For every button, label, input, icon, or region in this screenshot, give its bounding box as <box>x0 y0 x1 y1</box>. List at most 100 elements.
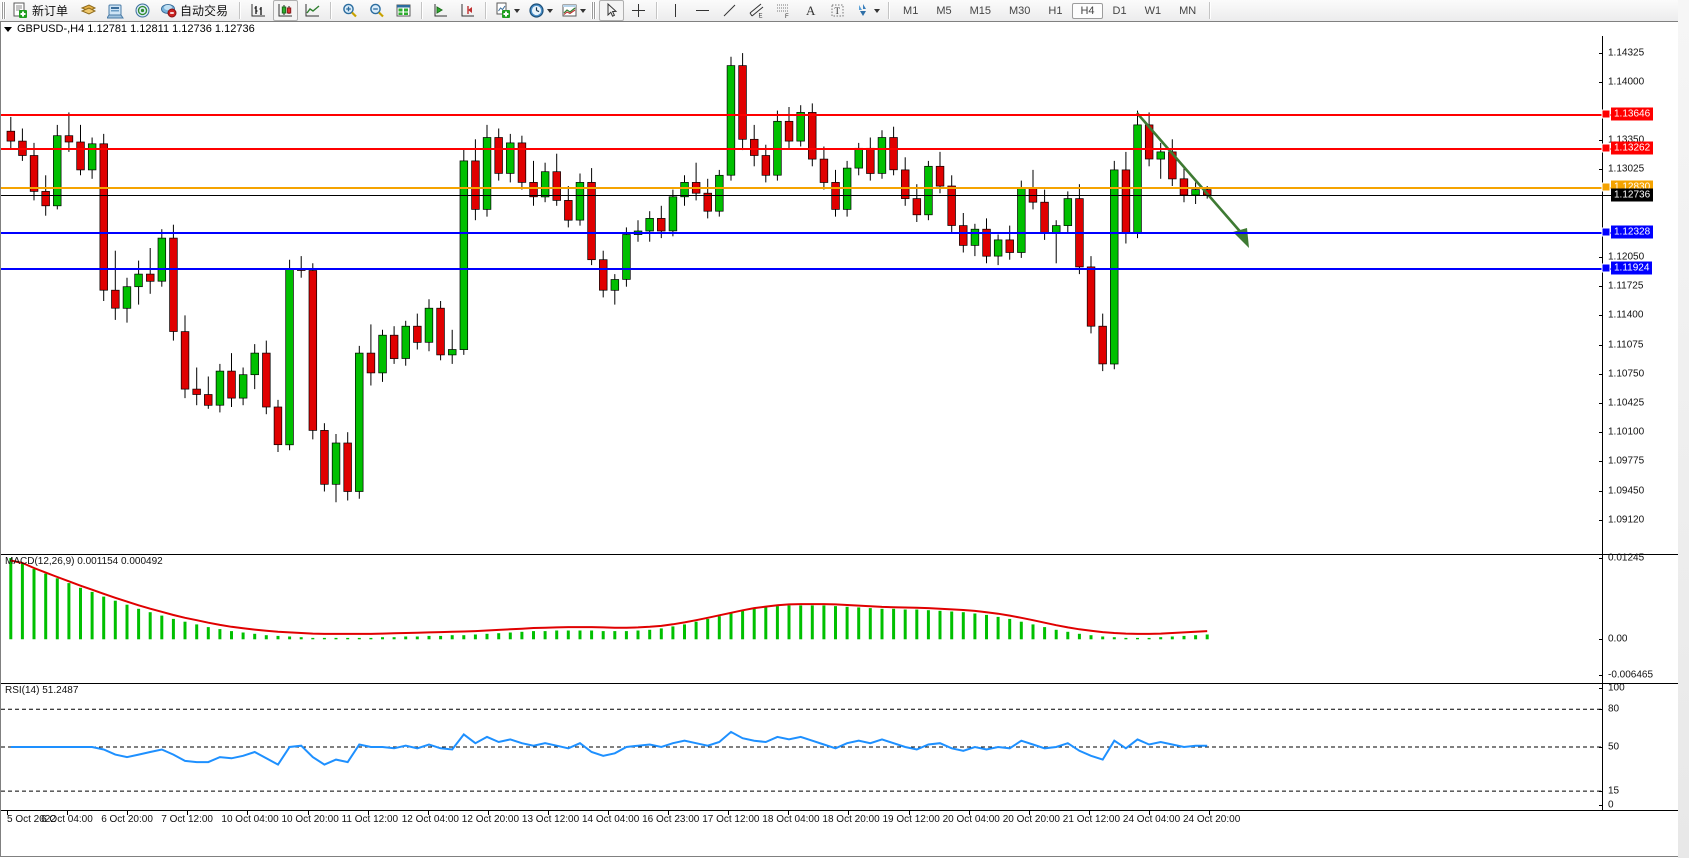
timeframe-group: M1 M5 M15 M30 H1 H4 D1 W1 MN <box>894 2 1205 19</box>
line-chart-button[interactable] <box>300 0 325 21</box>
time-axis-tick <box>367 811 369 815</box>
auto-trading-label: 自动交易 <box>180 4 229 18</box>
timeframe-m15[interactable]: M15 <box>969 4 991 17</box>
time-axis[interactable]: 5 Oct 2022 6 Oct 04:00 6 Oct 20:00 7 Oct 12… <box>1 810 1687 831</box>
price-axis-tick <box>1599 169 1603 171</box>
time-axis-tick <box>67 811 69 815</box>
terminal-button[interactable]: 自动交易 <box>157 0 234 21</box>
horizontal-line-icon <box>694 2 711 19</box>
navigator-button[interactable] <box>130 0 155 21</box>
timeframe-w1[interactable]: W1 <box>1144 4 1162 17</box>
cursor-button[interactable] <box>599 0 625 21</box>
candlestick-series <box>6 53 1249 503</box>
rsi-axis-label: 100 <box>1608 682 1625 694</box>
chevron-down-icon[interactable] <box>580 8 587 13</box>
periods-button[interactable] <box>525 0 556 21</box>
new-order-icon <box>12 2 29 19</box>
templates-icon <box>561 2 578 19</box>
rsi-axis-label: 80 <box>1608 703 1620 715</box>
trendline-icon <box>721 2 738 19</box>
timeframe-h4[interactable]: H4 <box>1072 2 1103 19</box>
equidistant-channel-button[interactable]: E <box>744 0 769 21</box>
zoom-out-button[interactable] <box>364 0 389 21</box>
time-axis-tick <box>547 811 549 815</box>
shapes-button[interactable] <box>852 0 883 21</box>
level-handle-resistance-2[interactable] <box>1601 143 1611 153</box>
level-line-resistance-1[interactable] <box>1 113 1611 116</box>
time-axis-tick <box>7 811 8 815</box>
level-line-last-price[interactable] <box>1 195 1611 197</box>
zoom-in-button[interactable] <box>337 0 362 21</box>
chart-menu-triangle-icon[interactable] <box>4 26 12 32</box>
timeframe-d1[interactable]: D1 <box>1112 4 1127 17</box>
time-axis-label: 16 Oct 23:00 <box>642 814 700 825</box>
chart-title: GBPUSD-,H4 1.12781 1.12811 1.12736 1.127… <box>17 23 255 35</box>
shapes-icon <box>855 2 872 19</box>
fibonacci-button[interactable]: F <box>771 0 796 21</box>
horizontal-line-button[interactable] <box>690 0 715 21</box>
vertical-line-button[interactable] <box>663 0 688 21</box>
time-axis-tick <box>728 811 730 815</box>
rsi-canvas[interactable]: RSI(14) 51.2487 <box>1 684 1603 811</box>
macd-label: MACD(12,26,9) 0.001154 0.000492 <box>5 556 163 567</box>
price-axis-tick <box>1599 520 1603 522</box>
data-window-icon <box>395 2 412 19</box>
timeframe-m30[interactable]: M30 <box>1009 4 1031 17</box>
price-pane[interactable]: 1.14325 1.14000 1.13350 1.13025 1.12050 1.117… <box>1 36 1687 554</box>
market-watch-button[interactable] <box>103 0 128 21</box>
timeframe-m5[interactable]: M5 <box>936 4 952 17</box>
toolbar-grip[interactable] <box>1 2 6 19</box>
level-line-support-2[interactable] <box>1 268 1611 271</box>
indicators-button[interactable] <box>492 0 523 21</box>
rsi-axis-tick <box>1599 688 1603 689</box>
chevron-down-icon[interactable] <box>874 8 881 13</box>
time-axis-label: 18 Oct 04:00 <box>762 814 820 825</box>
price-axis-label: 1.09775 <box>1608 455 1645 467</box>
clock-icon <box>528 2 545 19</box>
time-axis-tick <box>487 811 489 815</box>
text-button[interactable]: A <box>798 0 823 21</box>
price-axis[interactable]: 1.14325 1.14000 1.13350 1.13025 1.12050 1.117… <box>1599 36 1687 554</box>
timeframe-m1[interactable]: M1 <box>903 4 919 17</box>
rsi-axis[interactable]: 100 80 50 15 0 <box>1599 682 1687 811</box>
macd-axis[interactable]: 0.01245 0.00 -0.006465 <box>1599 553 1687 684</box>
text-label-button[interactable]: T <box>825 0 850 21</box>
candlestick-chart-button[interactable] <box>273 0 299 21</box>
level-line-pivot[interactable] <box>1 186 1611 189</box>
equidistant-channel-icon: E <box>748 2 765 19</box>
level-handle-support-1[interactable] <box>1601 227 1611 237</box>
rsi-axis-label: 50 <box>1608 741 1620 753</box>
level-handle-resistance-1[interactable] <box>1601 109 1611 119</box>
price-axis-tick <box>1599 432 1603 434</box>
timeframe-mn[interactable]: MN <box>1179 4 1197 17</box>
crosshair-button[interactable] <box>626 0 651 21</box>
macd-canvas[interactable]: MACD(12,26,9) 0.001154 0.000492 <box>1 555 1603 684</box>
toolbar-grip[interactable] <box>591 2 597 19</box>
data-window-button[interactable] <box>391 0 416 21</box>
chevron-down-icon[interactable] <box>547 8 554 13</box>
price-axis-label: 1.09120 <box>1608 514 1645 526</box>
trendline-button[interactable] <box>717 0 742 21</box>
time-axis-tick <box>127 811 129 815</box>
timeframe-h1[interactable]: H1 <box>1048 4 1063 17</box>
new-order-button[interactable]: 新订单 <box>9 0 74 21</box>
level-line-support-1[interactable] <box>1 232 1611 235</box>
level-handle-support-2[interactable] <box>1601 263 1611 273</box>
auto-scroll-button[interactable] <box>428 0 453 21</box>
downtrend-arrow <box>1136 112 1249 248</box>
price-tag-resistance-1: 1.13646 <box>1611 107 1654 121</box>
templates-button[interactable] <box>558 0 589 21</box>
right-scroll-strip[interactable] <box>1678 0 1689 858</box>
bar-chart-button[interactable] <box>246 0 271 21</box>
time-axis-label: 19 Oct 12:00 <box>882 814 940 825</box>
level-handle-pivot[interactable] <box>1601 182 1611 192</box>
auto-scroll-icon <box>432 2 449 19</box>
rsi-pane[interactable]: RSI(14) 51.2487 100 80 50 15 0 <box>1 683 1687 811</box>
level-line-resistance-2[interactable] <box>1 148 1611 151</box>
macd-pane[interactable]: MACD(12,26,9) 0.001154 0.000492 0.01245 0… <box>1 553 1687 684</box>
chevron-down-icon[interactable] <box>514 8 521 13</box>
profiles-button[interactable] <box>76 0 101 21</box>
macd-axis-tick <box>1599 639 1603 641</box>
chart-shift-button[interactable] <box>455 0 480 21</box>
time-axis-label: 14 Oct 04:00 <box>582 814 640 825</box>
